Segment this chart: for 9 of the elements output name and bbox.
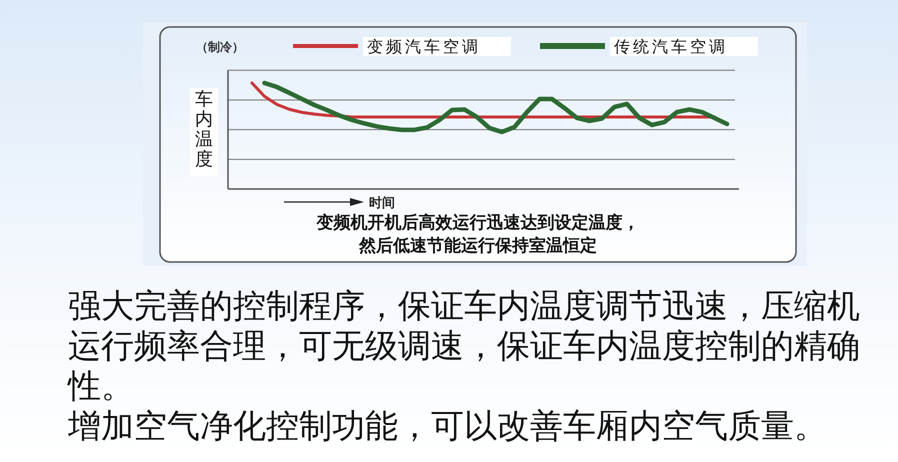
y-axis-title: 车内温度 bbox=[195, 89, 213, 170]
chart-title: （制冷） bbox=[196, 40, 244, 54]
x-axis-title: 时间 bbox=[369, 196, 395, 211]
text: 然后低速节能运行保持室温恒定 bbox=[358, 236, 597, 256]
text: 增加空气净化控制功能，可以改善车厢内空气质量。 bbox=[68, 406, 828, 446]
text: 强大完善的控制程序，保证车内温度调节迅速，压缩机运行频率合理，可无级调速，保证车内温度控制的精确性。 bbox=[68, 286, 861, 406]
legend-label: 传统汽车空调 bbox=[614, 37, 728, 56]
text: 变频机开机后高效运行迅速达到设定温度， bbox=[316, 213, 640, 233]
legend-label: 变频汽车空调 bbox=[367, 37, 481, 56]
